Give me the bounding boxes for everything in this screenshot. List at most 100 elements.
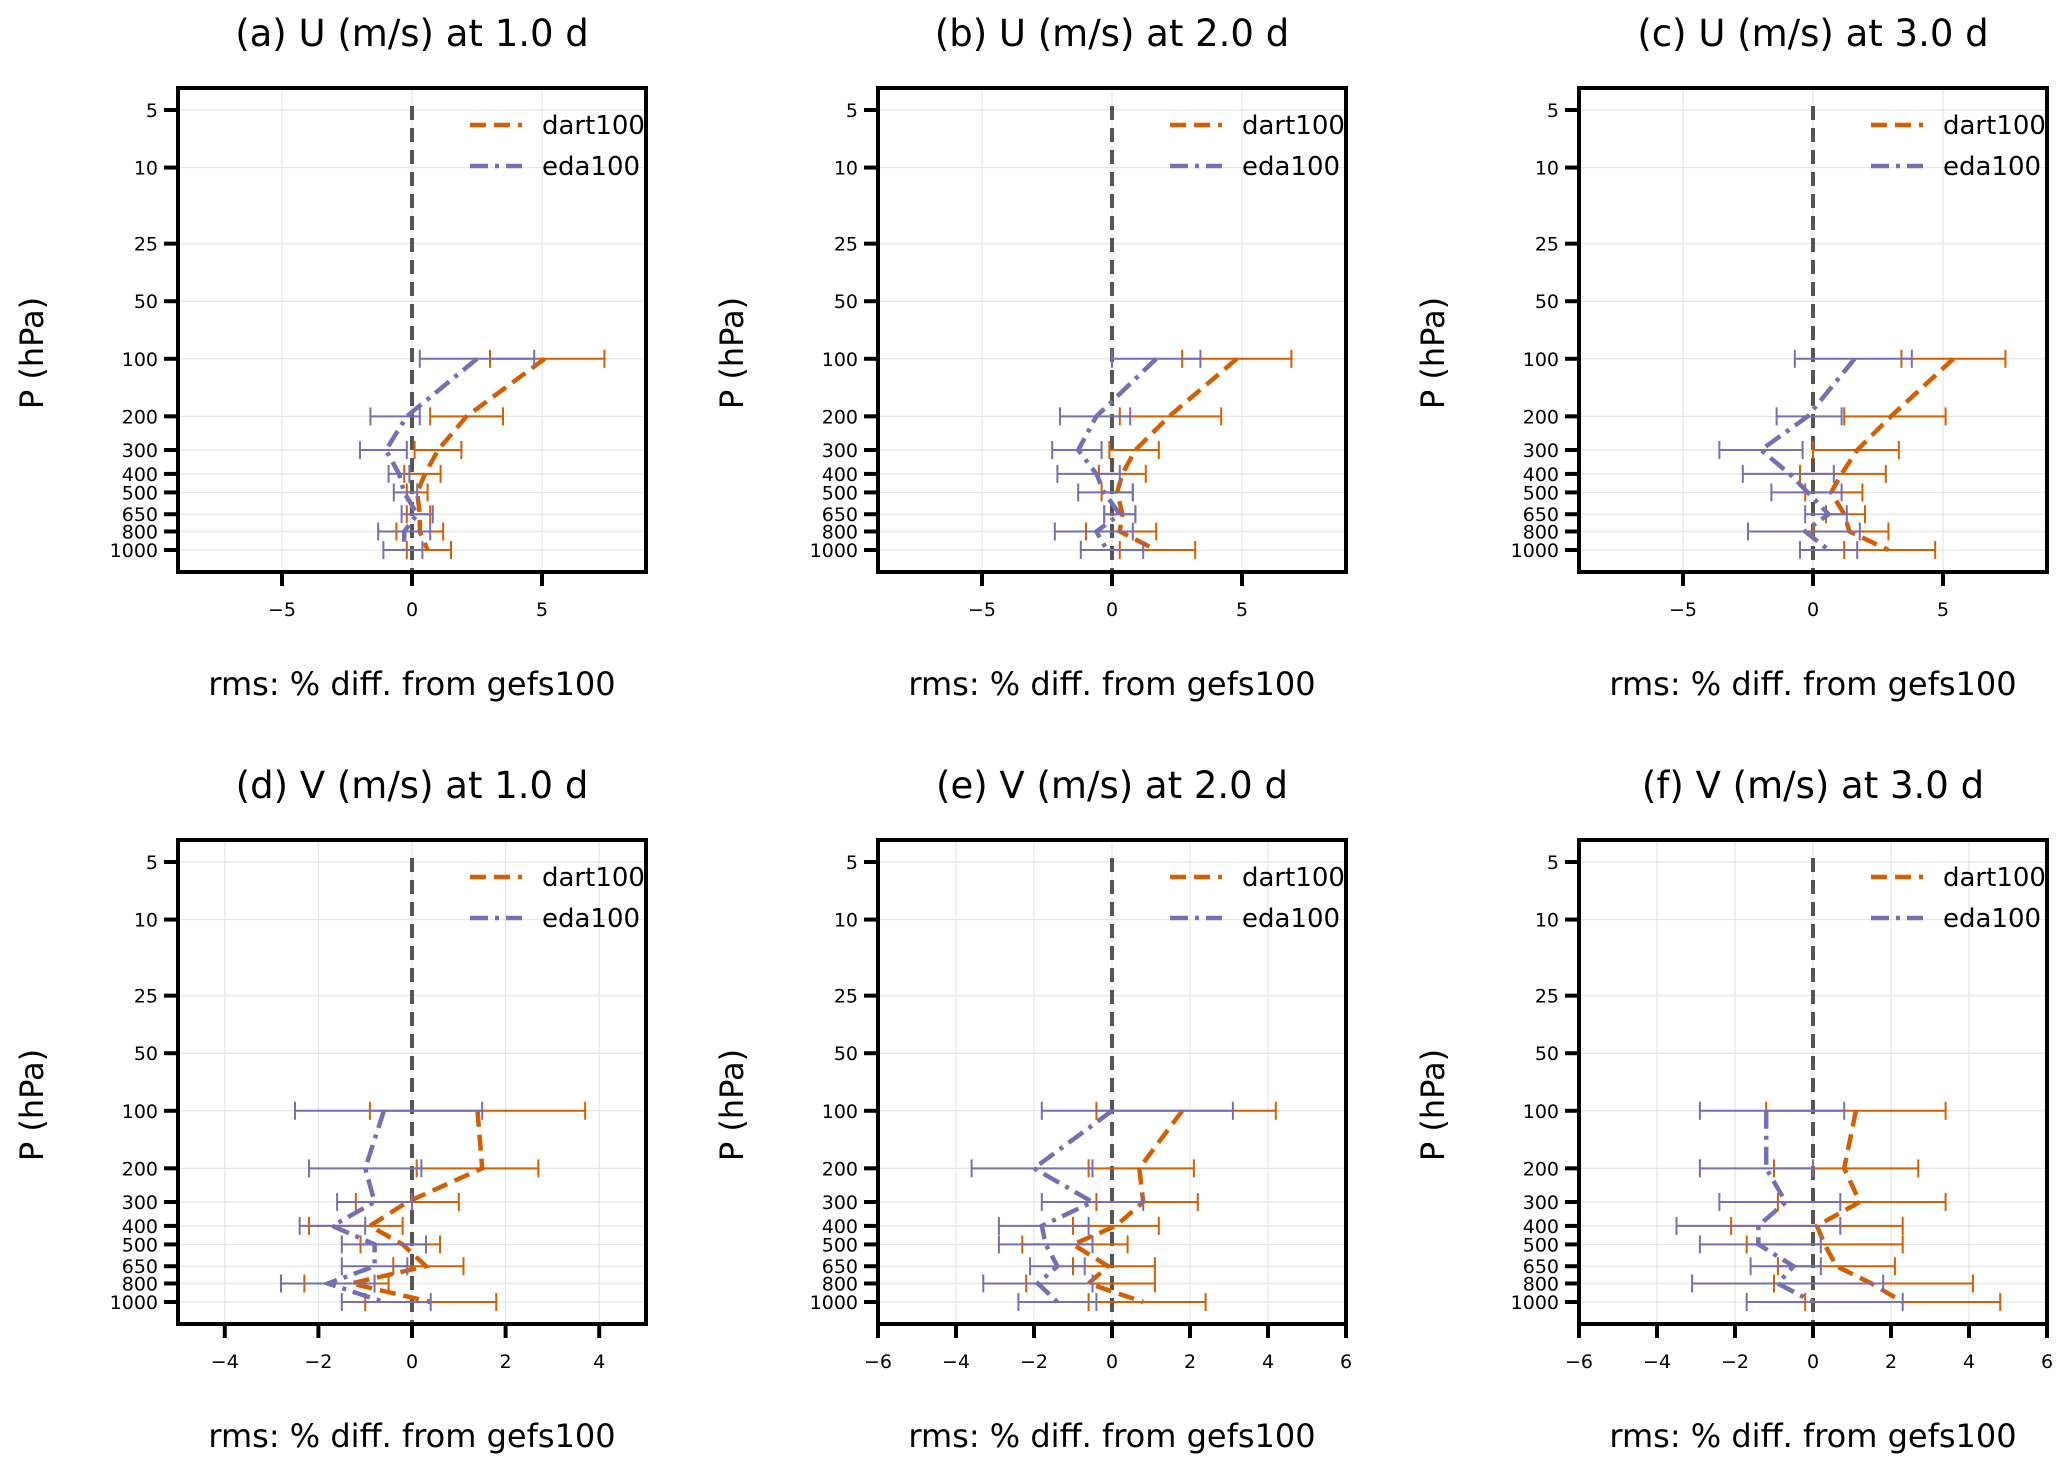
y-tick-label: 100 <box>822 349 858 371</box>
y-tick-label: 400 <box>822 464 858 486</box>
x-tick-label: 0 <box>1106 1351 1118 1373</box>
legend-eda-label: eda100 <box>1943 904 2041 934</box>
legend: dart100 eda100 <box>1170 111 1345 182</box>
legend-dart-label: dart100 <box>1943 863 2046 893</box>
y-tick-label: 400 <box>822 1216 858 1238</box>
legend-dart-label: dart100 <box>542 111 645 141</box>
y-tick-label: 25 <box>134 986 158 1008</box>
y-tick-label: 800 <box>122 521 158 543</box>
y-tick-label: 500 <box>822 1234 858 1256</box>
x-tick-label: 2 <box>500 1351 512 1373</box>
y-tick-label: 50 <box>134 1043 158 1065</box>
legend-eda-label: eda100 <box>1242 904 1340 934</box>
x-tick-label: 4 <box>1963 1351 1975 1373</box>
x-tick-label: 0 <box>1807 1351 1819 1373</box>
y-tick-label: 650 <box>122 504 158 526</box>
legend: dart100 eda100 <box>470 863 645 934</box>
y-axis-label: P (hPa) <box>1414 297 1452 409</box>
y-tick-label: 25 <box>1535 234 1559 256</box>
x-tick-label: 2 <box>1885 1351 1897 1373</box>
panel-title: (a) U (m/s) at 1.0 d <box>235 12 589 55</box>
x-axis-label: rms: % diff. from gefs100 <box>208 1417 615 1455</box>
x-tick-label: 0 <box>406 1351 418 1373</box>
panel-title: (d) V (m/s) at 1.0 d <box>236 764 589 807</box>
x-axis-label: rms: % diff. from gefs100 <box>908 665 1315 703</box>
y-tick-label: 400 <box>1523 464 1559 486</box>
x-tick-label: −4 <box>211 1351 239 1373</box>
x-tick-label: 6 <box>2041 1351 2053 1373</box>
legend-dart-label: dart100 <box>1242 111 1345 141</box>
y-tick-label: 1000 <box>1511 540 1559 562</box>
x-tick-label: −6 <box>864 1351 892 1373</box>
y-tick-label: 5 <box>846 852 858 874</box>
y-tick-label: 25 <box>1535 986 1559 1008</box>
legend-eda-label: eda100 <box>1943 152 2041 182</box>
y-tick-label: 500 <box>1523 482 1559 504</box>
legend: dart100 eda100 <box>1170 863 1345 934</box>
y-tick-label: 650 <box>122 1256 158 1278</box>
y-tick-label: 25 <box>834 234 858 256</box>
y-tick-label: 200 <box>122 1158 158 1180</box>
y-tick-label: 1000 <box>1511 1292 1559 1314</box>
legend-dart-label: dart100 <box>1242 863 1345 893</box>
y-tick-label: 1000 <box>110 1292 158 1314</box>
y-tick-label: 300 <box>822 440 858 462</box>
y-tick-label: 100 <box>1523 1101 1559 1123</box>
legend-dart-label: dart100 <box>1943 111 2046 141</box>
y-tick-label: 400 <box>1523 1216 1559 1238</box>
y-tick-label: 10 <box>1535 158 1559 180</box>
y-tick-label: 10 <box>134 910 158 932</box>
legend-dart-label: dart100 <box>542 863 645 893</box>
x-tick-label: −2 <box>1721 1351 1749 1373</box>
x-axis-label: rms: % diff. from gefs100 <box>208 665 615 703</box>
x-axis-label: rms: % diff. from gefs100 <box>1609 1417 2016 1455</box>
dart-series-line <box>1068 1109 1185 1305</box>
y-tick-label: 5 <box>146 852 158 874</box>
x-tick-label: 0 <box>406 599 418 621</box>
y-tick-label: 25 <box>834 986 858 1008</box>
y-tick-label: 10 <box>834 910 858 932</box>
x-tick-label: 4 <box>593 1351 605 1373</box>
y-tick-label: 10 <box>834 158 858 180</box>
x-tick-label: 2 <box>1184 1351 1196 1373</box>
y-tick-label: 300 <box>1523 1192 1559 1214</box>
x-tick-label: 6 <box>1340 1351 1352 1373</box>
y-tick-label: 800 <box>122 1273 158 1295</box>
legend-eda-label: eda100 <box>542 152 640 182</box>
y-tick-label: 500 <box>122 482 158 504</box>
eda-series-line <box>383 357 479 550</box>
y-axis-label: P (hPa) <box>713 297 751 409</box>
panel-title: (e) V (m/s) at 2.0 d <box>936 764 1288 807</box>
panel-title: (c) U (m/s) at 3.0 d <box>1637 12 1988 55</box>
y-tick-label: 500 <box>122 1234 158 1256</box>
y-tick-label: 500 <box>822 482 858 504</box>
y-tick-label: 200 <box>822 1158 858 1180</box>
x-axis-label: rms: % diff. from gefs100 <box>1609 665 2016 703</box>
panel-title: (b) U (m/s) at 2.0 d <box>935 12 1289 55</box>
y-tick-label: 200 <box>822 406 858 428</box>
eda-series-line <box>320 1110 387 1305</box>
legend: dart100 eda100 <box>1871 863 2046 934</box>
y-tick-label: 200 <box>1523 406 1559 428</box>
y-tick-label: 800 <box>822 521 858 543</box>
eda-series-line <box>1756 1110 1815 1304</box>
dart-series-line <box>414 356 546 551</box>
x-tick-label: −4 <box>1643 1351 1671 1373</box>
eda-series-line <box>1029 1108 1114 1304</box>
y-tick-label: 1000 <box>810 540 858 562</box>
x-tick-label: 4 <box>1262 1351 1274 1373</box>
y-tick-label: 10 <box>134 158 158 180</box>
y-tick-label: 50 <box>834 1043 858 1065</box>
y-tick-label: 5 <box>846 100 858 122</box>
x-tick-label: 0 <box>1106 599 1118 621</box>
y-tick-label: 300 <box>822 1192 858 1214</box>
y-tick-label: 1000 <box>810 1292 858 1314</box>
y-tick-label: 650 <box>1523 1256 1559 1278</box>
panel-title: (f) V (m/s) at 3.0 d <box>1642 764 1984 807</box>
y-tick-label: 100 <box>1523 349 1559 371</box>
y-tick-label: 100 <box>122 349 158 371</box>
